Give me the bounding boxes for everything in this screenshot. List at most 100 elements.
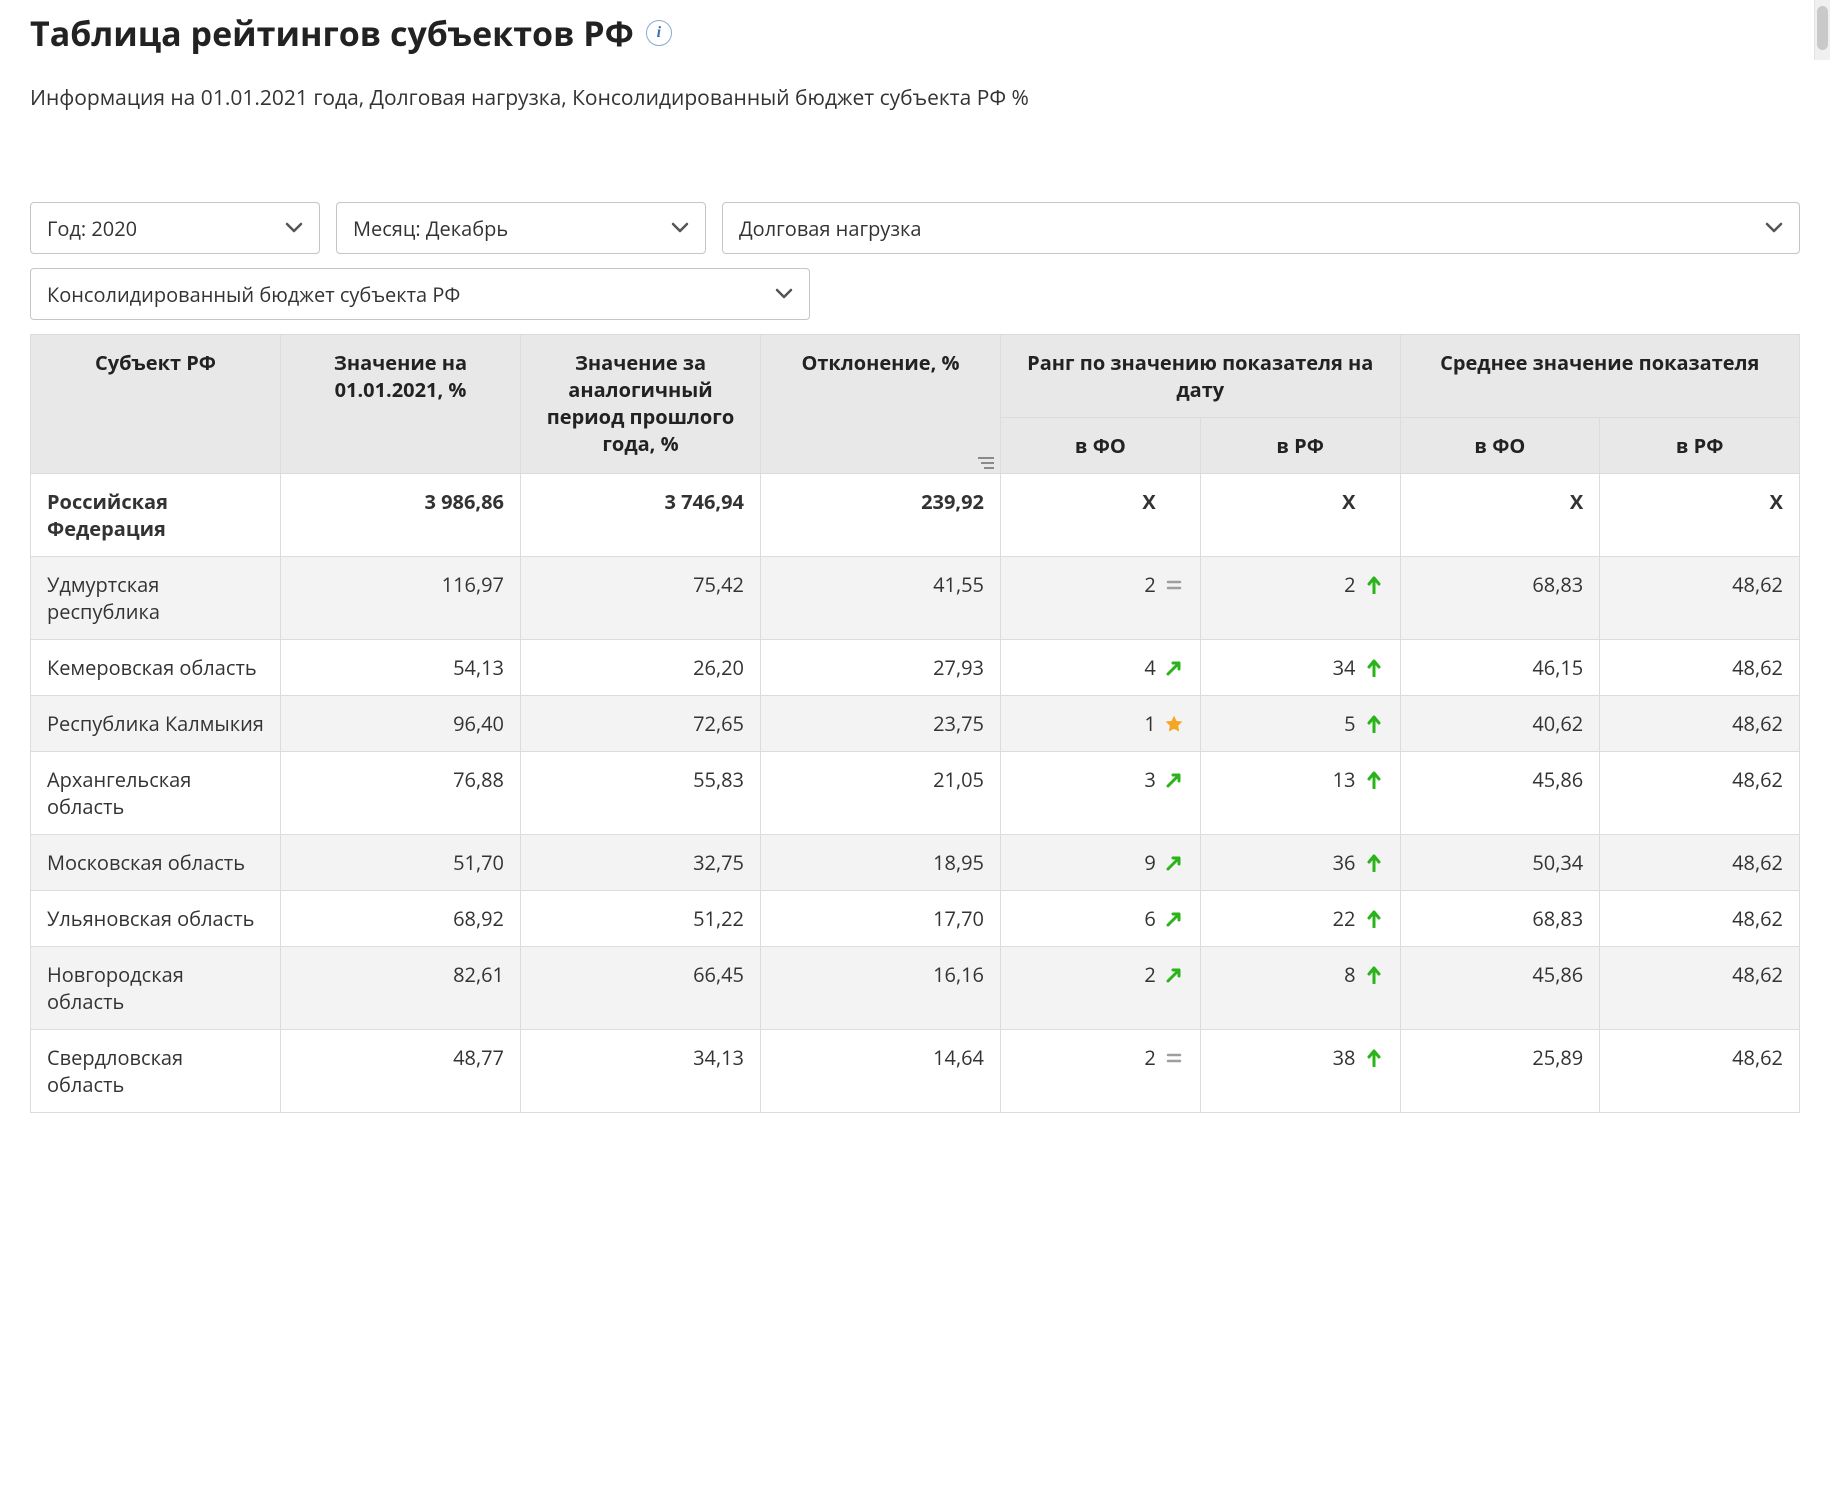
col-rank-rf[interactable]: в РФ: [1200, 418, 1400, 474]
cell-avg-rf: 48,62: [1600, 947, 1800, 1030]
cell-rank-fo: 4: [1001, 640, 1201, 696]
cell-value-date: 54,13: [281, 640, 521, 696]
cell-rank-fo: 3: [1001, 752, 1201, 835]
cell-rank-fo: 1: [1001, 696, 1201, 752]
col-avg-group: Среднее значение показателя: [1400, 335, 1800, 418]
cell-value-date: 48,77: [281, 1030, 521, 1113]
scrollbar[interactable]: [1814, 0, 1830, 60]
page-title: Таблица рейтингов субъектов РФ: [30, 10, 634, 56]
cell-avg-fo: 40,62: [1400, 696, 1600, 752]
info-icon[interactable]: i: [646, 20, 672, 46]
trend-icon: [1364, 910, 1384, 928]
cell-rank-rf: 34: [1200, 640, 1400, 696]
trend-icon: [1164, 771, 1184, 789]
trend-icon: [1164, 714, 1184, 734]
cell-subject: Ульяновская область: [31, 891, 281, 947]
cell-deviation: 21,05: [761, 752, 1001, 835]
trend-icon: [1364, 715, 1384, 733]
month-select-label: Месяц: Декабрь: [353, 215, 508, 242]
trend-icon: [1364, 854, 1384, 872]
col-avg-rf[interactable]: в РФ: [1600, 418, 1800, 474]
cell-rank-fo: 2: [1001, 947, 1201, 1030]
cell-value-prev: 75,42: [521, 557, 761, 640]
cell-subject: Новгородская область: [31, 947, 281, 1030]
cell-avg-rf: 48,62: [1600, 696, 1800, 752]
trend-icon: [1164, 854, 1184, 872]
table-row: Ульяновская область68,9251,2217,7062268,…: [31, 891, 1800, 947]
cell-avg-rf: 48,62: [1600, 640, 1800, 696]
trend-icon: [1164, 910, 1184, 928]
cell-rank-rf: 13: [1200, 752, 1400, 835]
cell-avg-fo: 25,89: [1400, 1030, 1600, 1113]
sort-icon[interactable]: [978, 457, 994, 469]
cell-value-prev: 32,75: [521, 835, 761, 891]
cell-subject: Республика Калмыкия: [31, 696, 281, 752]
table-row: Новгородская область82,6166,4516,162845,…: [31, 947, 1800, 1030]
col-value-date[interactable]: Значение на 01.01.2021, %: [281, 335, 521, 474]
cell-rank-fo: X: [1001, 474, 1201, 557]
cell-deviation: 239,92: [761, 474, 1001, 557]
cell-rank-rf: 2: [1200, 557, 1400, 640]
cell-subject: Свердловская область: [31, 1030, 281, 1113]
cell-value-prev: 72,65: [521, 696, 761, 752]
cell-avg-fo: 46,15: [1400, 640, 1600, 696]
trend-icon: [1364, 576, 1384, 594]
page-subtitle: Информация на 01.01.2021 года, Долговая …: [30, 84, 1800, 112]
cell-avg-rf: 48,62: [1600, 891, 1800, 947]
cell-rank-rf: 36: [1200, 835, 1400, 891]
cell-avg-fo: 68,83: [1400, 891, 1600, 947]
trend-icon: [1164, 966, 1184, 984]
cell-value-date: 51,70: [281, 835, 521, 891]
col-rank-fo[interactable]: в ФО: [1001, 418, 1201, 474]
cell-deviation: 23,75: [761, 696, 1001, 752]
trend-icon: [1364, 771, 1384, 789]
table-row: Удмуртская республика116,9775,4241,55226…: [31, 557, 1800, 640]
cell-rank-fo: 6: [1001, 891, 1201, 947]
cell-rank-rf: 5: [1200, 696, 1400, 752]
chevron-down-icon: [775, 288, 793, 300]
cell-value-date: 82,61: [281, 947, 521, 1030]
table-row: Московская область51,7032,7518,9593650,3…: [31, 835, 1800, 891]
col-deviation[interactable]: Отклонение, %: [761, 335, 1001, 474]
budget-select[interactable]: Консолидированный бюджет субъекта РФ: [30, 268, 810, 320]
col-subject[interactable]: Субъект РФ: [31, 335, 281, 474]
cell-value-prev: 34,13: [521, 1030, 761, 1113]
cell-subject: Московская область: [31, 835, 281, 891]
cell-rank-rf: X: [1200, 474, 1400, 557]
cell-value-date: 68,92: [281, 891, 521, 947]
cell-avg-fo: 45,86: [1400, 752, 1600, 835]
cell-subject: Удмуртская республика: [31, 557, 281, 640]
cell-deviation: 16,16: [761, 947, 1001, 1030]
cell-rank-fo: 2: [1001, 557, 1201, 640]
trend-icon: [1164, 659, 1184, 677]
col-value-prev[interactable]: Значение за аналогичный период прошлого …: [521, 335, 761, 474]
cell-value-prev: 51,22: [521, 891, 761, 947]
metric-select[interactable]: Долговая нагрузка: [722, 202, 1800, 254]
table-row: Архангельская область76,8855,8321,053134…: [31, 752, 1800, 835]
year-select[interactable]: Год: 2020: [30, 202, 320, 254]
trend-icon: [1164, 1052, 1184, 1064]
col-deviation-label: Отклонение, %: [801, 349, 959, 376]
cell-rank-fo: 2: [1001, 1030, 1201, 1113]
trend-icon: [1364, 966, 1384, 984]
cell-avg-rf: 48,62: [1600, 752, 1800, 835]
cell-value-prev: 26,20: [521, 640, 761, 696]
cell-value-date: 3 986,86: [281, 474, 521, 557]
cell-avg-rf: 48,62: [1600, 1030, 1800, 1113]
cell-avg-fo: 68,83: [1400, 557, 1600, 640]
cell-rank-rf: 22: [1200, 891, 1400, 947]
col-avg-fo[interactable]: в ФО: [1400, 418, 1600, 474]
ratings-table: Субъект РФ Значение на 01.01.2021, % Зна…: [30, 334, 1800, 1113]
chevron-down-icon: [285, 222, 303, 234]
cell-avg-fo: 50,34: [1400, 835, 1600, 891]
cell-subject: Российская Федерация: [31, 474, 281, 557]
cell-value-prev: 66,45: [521, 947, 761, 1030]
month-select[interactable]: Месяц: Декабрь: [336, 202, 706, 254]
cell-value-prev: 55,83: [521, 752, 761, 835]
cell-deviation: 41,55: [761, 557, 1001, 640]
budget-select-label: Консолидированный бюджет субъекта РФ: [47, 281, 460, 308]
cell-subject: Архангельская область: [31, 752, 281, 835]
table-row: Российская Федерация3 986,863 746,94239,…: [31, 474, 1800, 557]
cell-rank-rf: 38: [1200, 1030, 1400, 1113]
col-rank-group: Ранг по значению показателя на дату: [1001, 335, 1401, 418]
